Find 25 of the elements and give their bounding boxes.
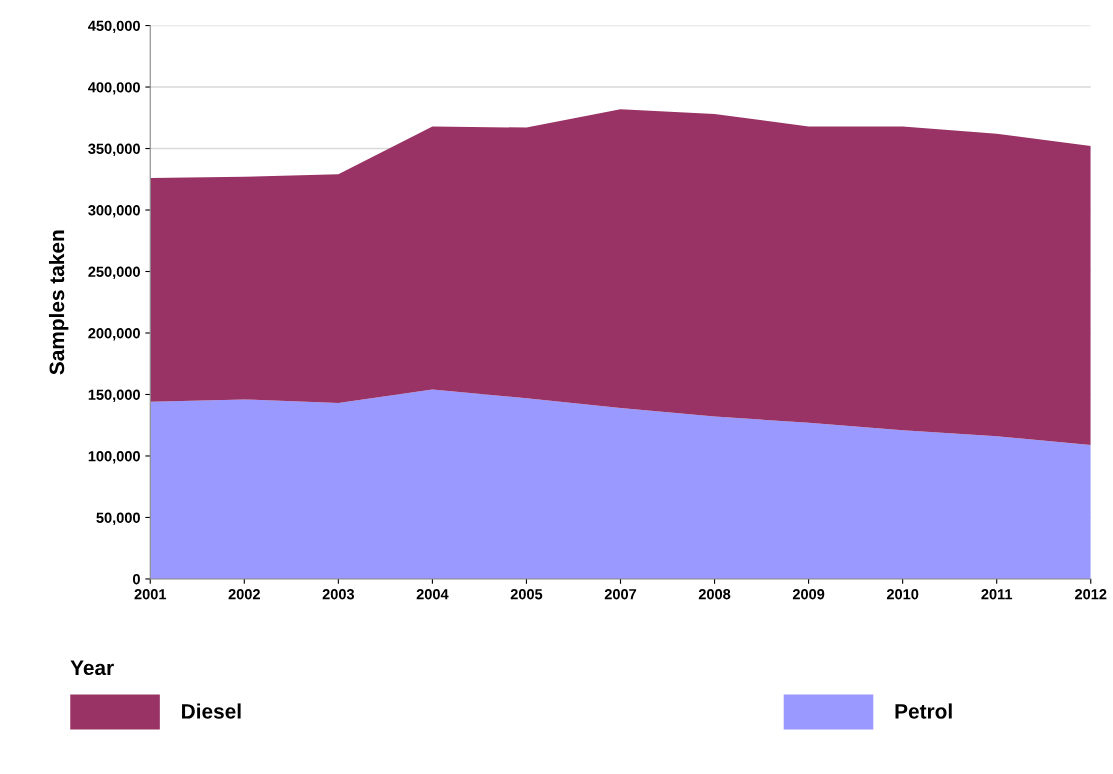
legend-label: Petrol	[895, 703, 952, 719]
x-tick-label: 2004	[416, 589, 449, 600]
x-axis-title: Year	[70, 660, 114, 676]
x-tick-label: 2007	[604, 589, 637, 600]
y-tick-label: 250,000	[88, 266, 140, 280]
y-tick-label: 50,000	[96, 512, 140, 525]
x-tick-label: 2009	[792, 589, 825, 600]
x-tick-label: 2001	[134, 589, 167, 600]
x-tick-label: 2010	[886, 589, 919, 600]
x-tick-label: 2012	[1075, 589, 1107, 600]
x-tick-label: 2011	[981, 589, 1013, 600]
y-tick-label: 400,000	[88, 82, 140, 95]
legend-label: Diesel	[182, 703, 241, 719]
y-tick-label: 150,000	[88, 389, 140, 403]
x-tick-label: 2002	[228, 589, 260, 600]
y-tick-label: 200,000	[88, 328, 140, 341]
y-tick-label: 100,000	[88, 451, 140, 464]
x-tick-label: 2003	[322, 589, 355, 600]
y-tick-label: 0	[133, 574, 140, 585]
x-tick-label: 2005	[510, 589, 543, 600]
y-tick-label: 300,000	[88, 205, 140, 218]
y-tick-label: 450,000	[88, 20, 140, 34]
y-tick-label: 350,000	[88, 143, 140, 157]
y-axis-title: Samples taken	[48, 230, 69, 375]
x-tick-label: 2008	[698, 589, 731, 600]
